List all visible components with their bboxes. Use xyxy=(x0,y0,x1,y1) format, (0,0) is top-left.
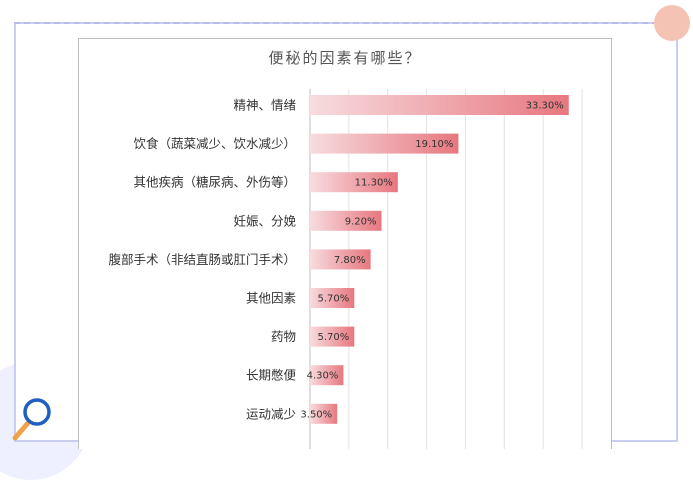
bar xyxy=(310,365,344,386)
magnifier-icon xyxy=(12,398,51,441)
category-label: 饮食（蔬菜减少、饮水减少） xyxy=(133,136,296,151)
bar xyxy=(310,326,355,347)
category-label: 腹部手术（非结直肠或肛门手术） xyxy=(108,252,296,267)
category-label: 精神、情绪 xyxy=(233,98,296,113)
data-label: 4.30% xyxy=(307,371,339,382)
category-label: 运动减少 xyxy=(246,406,296,421)
data-label: 3.50% xyxy=(300,409,332,420)
category-label: 药物 xyxy=(271,329,296,344)
bar xyxy=(310,210,382,231)
data-label: 33.30% xyxy=(526,101,564,112)
bar xyxy=(310,172,398,193)
data-label: 7.80% xyxy=(334,255,366,266)
data-label: 5.70% xyxy=(318,332,350,343)
category-label: 其他因素 xyxy=(246,291,296,306)
bars: 精神、情绪 33.30% 饮食（蔬菜减少、饮水减少） 19.10% 其他疾病（糖尿病、外… xyxy=(108,95,569,424)
bar xyxy=(310,288,355,308)
category-label: 其他疾病（糖尿病、外伤等） xyxy=(133,175,296,190)
bar xyxy=(310,95,569,115)
bar xyxy=(310,403,338,424)
data-label: 19.10% xyxy=(415,139,453,150)
data-label: 11.30% xyxy=(355,178,393,189)
bar xyxy=(310,133,459,154)
bar xyxy=(310,249,371,270)
chart-panel: 便秘的因素有哪些？ 精神、情绪 33.30% 饮食（蔬菜减少、饮水减少） 19.10%… xyxy=(78,38,612,449)
category-label: 长期憋便 xyxy=(246,368,297,383)
data-label: 9.20% xyxy=(345,216,377,227)
data-label: 5.70% xyxy=(318,294,350,305)
chart-title: 便秘的因素有哪些？ xyxy=(268,49,421,67)
bar-chart: 便秘的因素有哪些？ 精神、情绪 33.30% 饮食（蔬菜减少、饮水减少） 19.10%… xyxy=(108,49,583,449)
corner-dot xyxy=(654,5,690,41)
frame-top-dashed-line xyxy=(14,22,678,24)
category-label: 妊娠、分娩 xyxy=(233,213,296,228)
